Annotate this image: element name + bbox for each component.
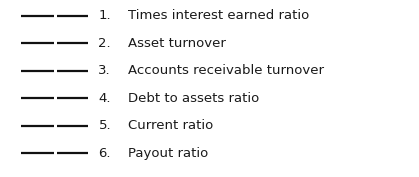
Text: 4.: 4. — [98, 92, 111, 105]
Text: 1.: 1. — [98, 9, 111, 22]
Text: Asset turnover: Asset turnover — [128, 37, 226, 50]
Text: 6.: 6. — [98, 147, 111, 160]
Text: Current ratio: Current ratio — [128, 119, 213, 132]
Text: Payout ratio: Payout ratio — [128, 147, 208, 160]
Text: Times interest earned ratio: Times interest earned ratio — [128, 9, 309, 22]
Text: 2.: 2. — [98, 37, 111, 50]
Text: Debt to assets ratio: Debt to assets ratio — [128, 92, 259, 105]
Text: 3.: 3. — [98, 64, 111, 77]
Text: Accounts receivable turnover: Accounts receivable turnover — [128, 64, 324, 77]
Text: 5.: 5. — [98, 119, 111, 132]
